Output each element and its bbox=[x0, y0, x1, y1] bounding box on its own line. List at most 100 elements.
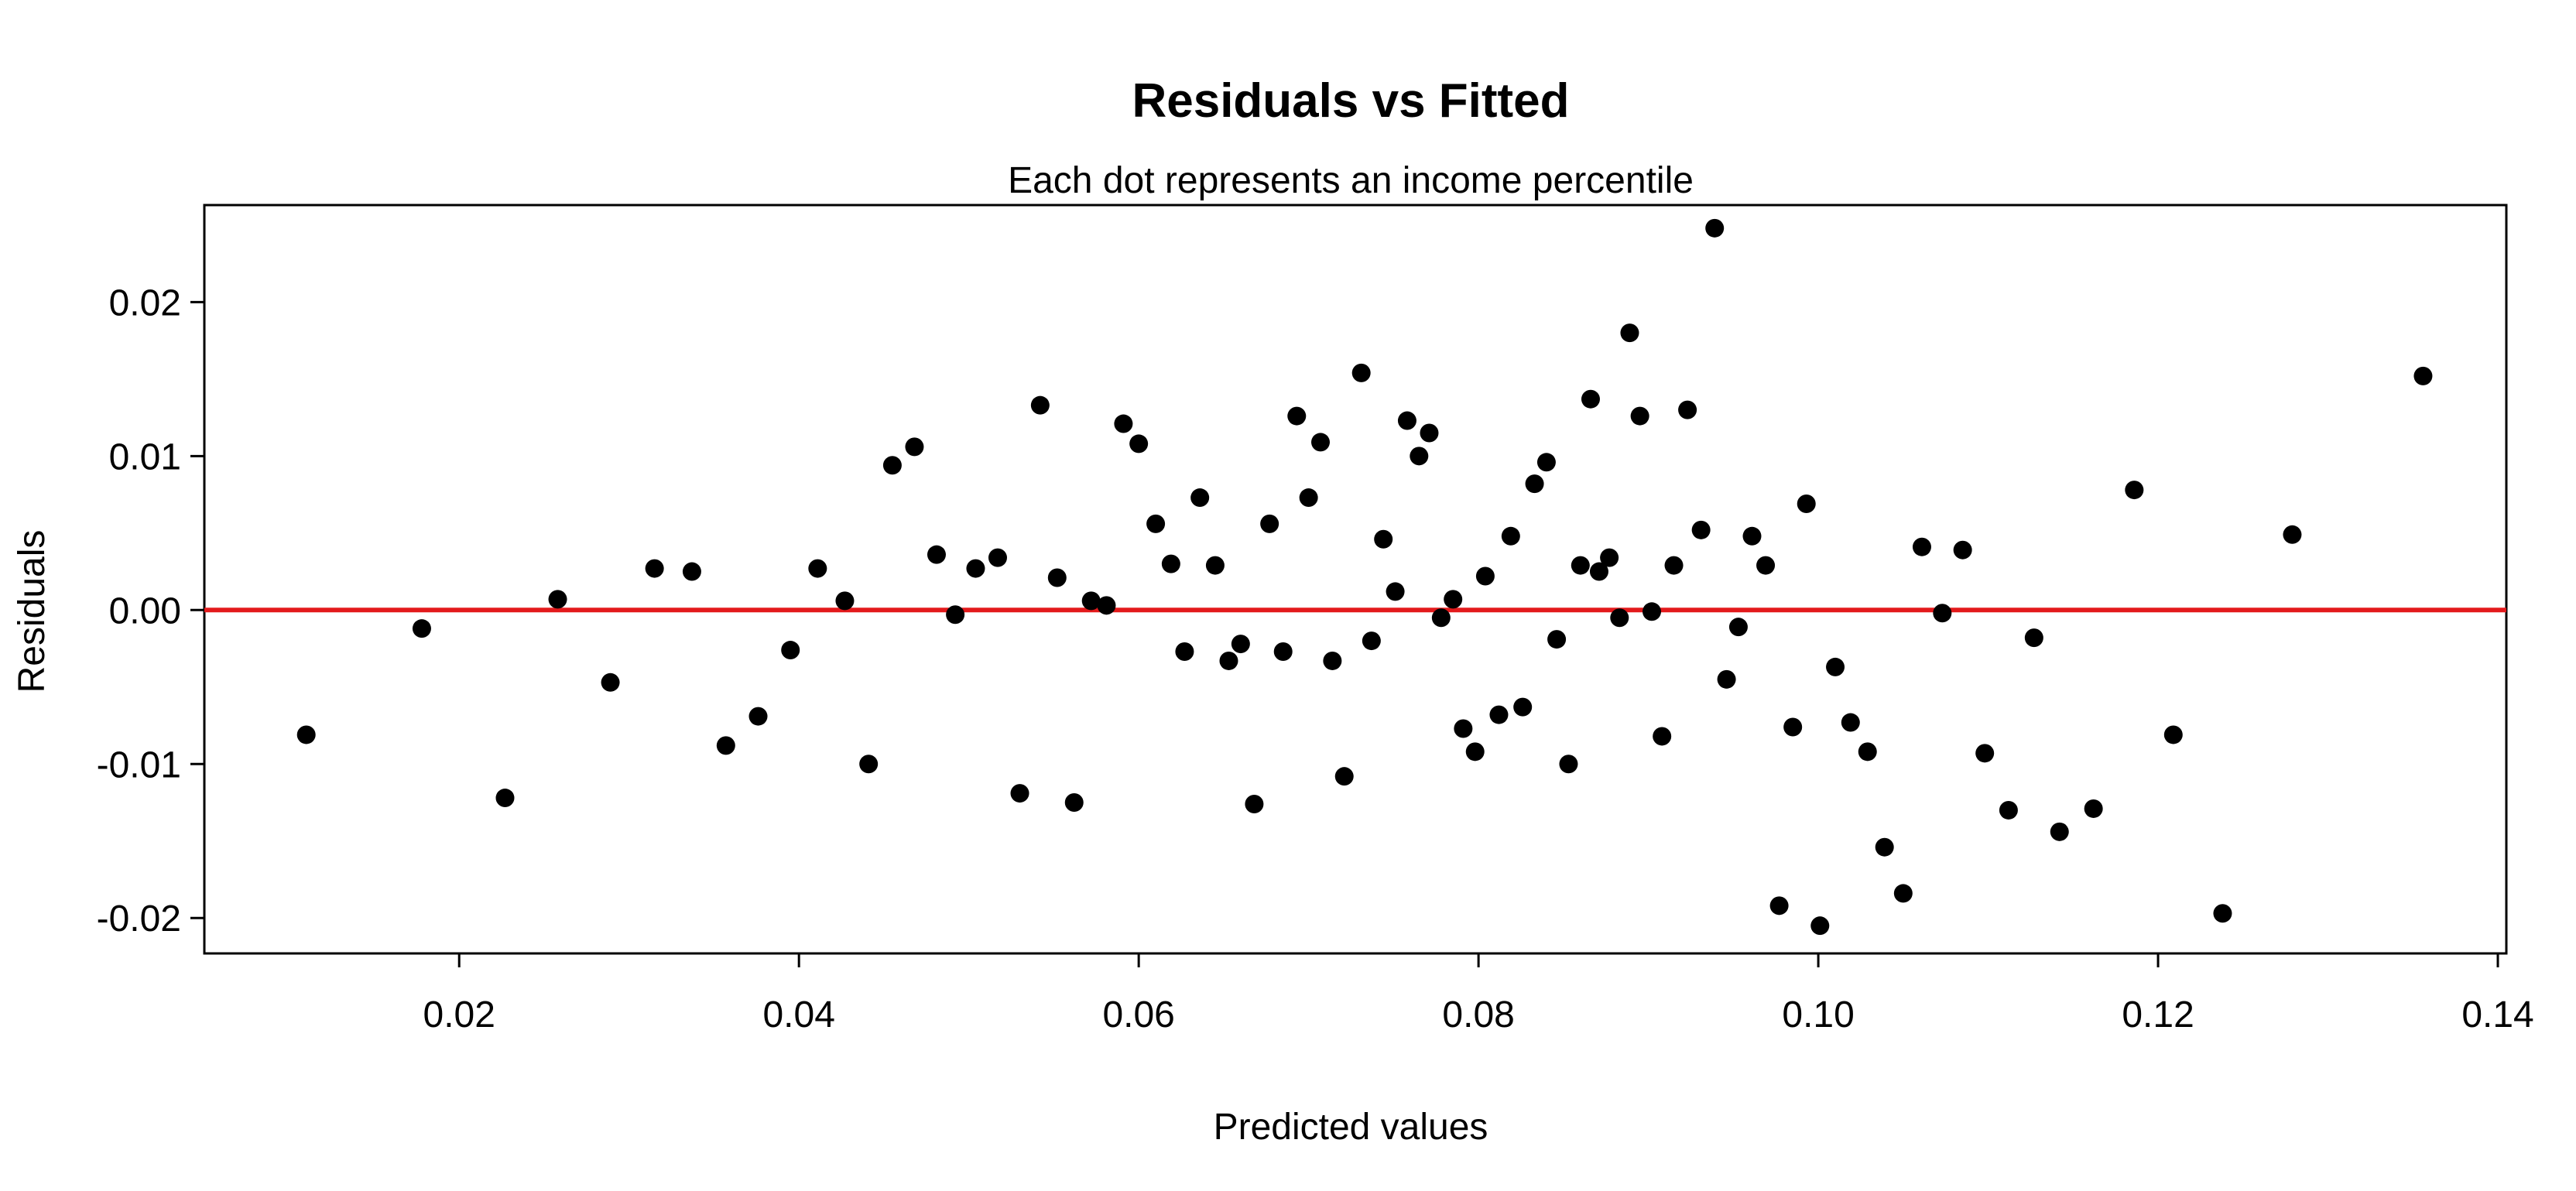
data-point bbox=[905, 437, 924, 457]
x-tick-label: 0.04 bbox=[762, 994, 834, 1035]
data-point bbox=[1299, 488, 1318, 508]
data-point bbox=[1841, 713, 1860, 732]
data-point bbox=[1010, 784, 1029, 803]
data-point bbox=[1420, 423, 1439, 443]
data-point bbox=[1362, 631, 1381, 651]
data-point bbox=[1351, 363, 1371, 382]
data-point bbox=[1912, 537, 1931, 556]
data-point bbox=[1826, 657, 1845, 676]
data-point bbox=[927, 545, 946, 564]
data-point bbox=[412, 619, 431, 638]
y-axis-label: Residuals bbox=[12, 530, 53, 693]
data-point bbox=[1717, 669, 1736, 689]
plot-frame bbox=[203, 204, 2508, 955]
data-point bbox=[1547, 630, 1567, 649]
data-point bbox=[1600, 548, 1619, 567]
data-point bbox=[1769, 896, 1789, 915]
data-point bbox=[1571, 556, 1590, 575]
data-point bbox=[1858, 742, 1877, 761]
data-point bbox=[781, 641, 800, 660]
x-tick-label: 0.06 bbox=[1102, 994, 1174, 1035]
data-point bbox=[2163, 725, 2183, 744]
data-point bbox=[1444, 590, 1463, 609]
data-point bbox=[1064, 793, 1084, 813]
data-point bbox=[1175, 642, 1194, 662]
x-tick-label: 0.10 bbox=[1782, 994, 1854, 1035]
data-point bbox=[748, 707, 768, 726]
data-point bbox=[1454, 719, 1473, 738]
data-point bbox=[1489, 705, 1509, 724]
data-point bbox=[1678, 400, 1697, 419]
data-point bbox=[1875, 837, 1894, 857]
data-point bbox=[645, 559, 664, 578]
data-point bbox=[1691, 520, 1711, 539]
data-point bbox=[1756, 556, 1776, 575]
data-point bbox=[1893, 884, 1913, 903]
data-point bbox=[1728, 618, 1748, 637]
data-point bbox=[2050, 822, 2069, 841]
data-point bbox=[495, 789, 515, 808]
data-point bbox=[1081, 591, 1101, 611]
chart-subtitle: Each dot represents an income percentile bbox=[1008, 160, 1694, 201]
data-point bbox=[808, 559, 827, 578]
data-point bbox=[1999, 800, 2018, 820]
data-point bbox=[1410, 447, 1429, 466]
data-point bbox=[2413, 366, 2433, 385]
data-point bbox=[1589, 562, 1608, 581]
data-point bbox=[2024, 628, 2043, 648]
x-tick-label: 0.12 bbox=[2122, 994, 2194, 1035]
data-point bbox=[1705, 218, 1725, 238]
y-tick-label: 0.02 bbox=[109, 282, 181, 323]
plot-area: 0.02 0.04 0.06 0.08 0.10 0.12 0.14 -0.02 -0.01 0.… bbox=[97, 204, 2534, 1035]
data-point bbox=[1620, 323, 1639, 343]
data-point bbox=[1610, 608, 1629, 628]
data-point bbox=[1810, 916, 1830, 936]
data-point bbox=[1334, 767, 1354, 786]
data-point bbox=[1581, 389, 1600, 409]
data-point bbox=[1190, 488, 1210, 508]
data-point bbox=[1431, 608, 1451, 628]
data-point bbox=[1465, 742, 1485, 761]
data-point bbox=[1475, 566, 1495, 586]
y-tick-label: 0.00 bbox=[109, 590, 181, 631]
data-point bbox=[1114, 414, 1133, 433]
data-point bbox=[296, 725, 316, 744]
data-point bbox=[1245, 794, 1264, 813]
data-point bbox=[1129, 434, 1149, 453]
data-point bbox=[2084, 799, 2103, 818]
x-axis-label: Predicted values bbox=[1214, 1107, 1488, 1148]
data-point bbox=[882, 456, 902, 475]
data-point bbox=[1030, 395, 1050, 415]
data-point bbox=[2283, 525, 2302, 544]
data-point bbox=[946, 605, 965, 625]
data-point bbox=[1664, 556, 1684, 575]
data-point bbox=[1161, 554, 1180, 573]
data-point bbox=[1205, 556, 1225, 575]
data-point bbox=[1513, 697, 1533, 717]
data-point bbox=[1525, 474, 1544, 494]
data-point bbox=[1323, 651, 1342, 670]
data-point bbox=[1397, 411, 1416, 430]
data-point bbox=[1933, 604, 1952, 623]
x-tick-label: 0.14 bbox=[2461, 994, 2533, 1035]
data-point bbox=[1219, 651, 1238, 670]
data-point bbox=[1742, 526, 1762, 546]
data-point bbox=[966, 559, 985, 578]
data-point bbox=[1374, 529, 1393, 549]
data-point bbox=[1311, 433, 1331, 452]
data-point bbox=[1386, 582, 1405, 601]
chart-title: Residuals vs Fitted bbox=[1132, 74, 1569, 128]
data-point bbox=[1642, 602, 1661, 621]
data-point bbox=[1975, 744, 1995, 763]
data-point bbox=[1097, 596, 1116, 615]
data-point bbox=[1953, 540, 1972, 560]
data-point bbox=[1536, 453, 1556, 472]
data-point bbox=[716, 736, 735, 755]
data-point bbox=[1501, 526, 1520, 546]
data-point bbox=[1260, 514, 1279, 533]
data-point bbox=[859, 755, 879, 774]
y-tick-label: -0.02 bbox=[97, 898, 181, 939]
data-point bbox=[601, 673, 620, 692]
